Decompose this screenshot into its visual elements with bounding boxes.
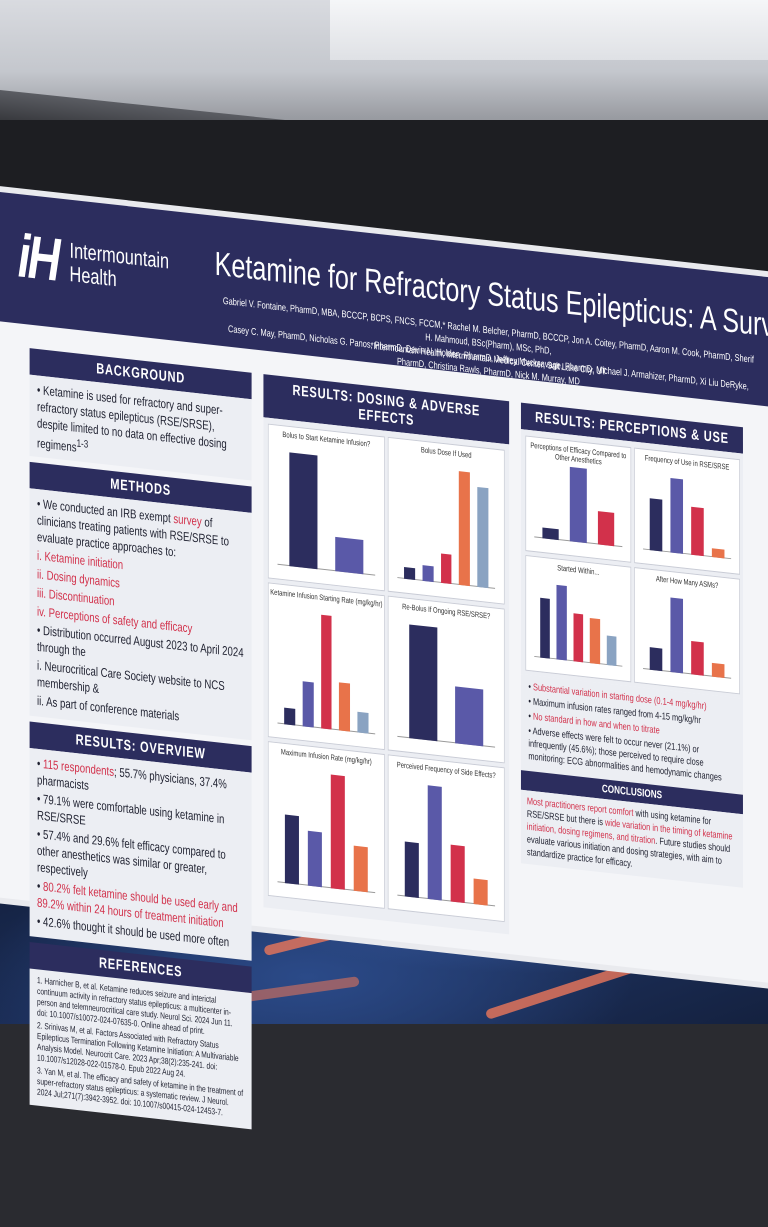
left-column: BACKGROUND • Ketamine is used for refrac… — [29, 342, 252, 1130]
chart-bar — [459, 471, 471, 587]
methods-item-number: iii. — [37, 585, 49, 602]
chart-bar — [670, 477, 683, 554]
chart-bar — [307, 831, 322, 888]
bar-chart-panel: Bolus Dose If Used — [387, 436, 505, 605]
chart-bar — [330, 774, 345, 890]
chart-title: Re-Bolus If Ongoing RSE/SRSE? — [402, 602, 491, 621]
bar-chart-panel: Perceptions of Efficacy Compared to Othe… — [525, 435, 632, 563]
ceiling-light-panel — [330, 0, 768, 60]
chart-bar — [649, 498, 663, 552]
chart-bar — [354, 845, 368, 893]
chart-title: After How Many ASMs? — [655, 574, 719, 591]
bar-chart-panel: Perceived Frequency of Side Effects? — [387, 754, 505, 923]
chart-bar — [539, 597, 550, 659]
bar-chart-panel: Ketamine Infusion Starting Rate (mg/kg/h… — [267, 582, 385, 751]
chart-bar — [649, 647, 663, 672]
reference-number: 1. — [37, 975, 45, 987]
institution-name: Intermountain Health — [70, 238, 170, 297]
chart-title: Perceived Frequency of Side Effects? — [396, 760, 496, 781]
bar-chart-panel: Re-Bolus If Ongoing RSE/SRSE? — [387, 595, 505, 764]
chart-bar — [542, 527, 559, 541]
middle-column: RESULTS: DOSING & ADVERSE EFFECTS Bolus … — [263, 368, 510, 935]
chart-title: Bolus Dose If Used — [420, 445, 472, 460]
chart-bar — [573, 612, 584, 663]
chart-bar — [283, 707, 295, 726]
reference-number: 2. — [37, 1020, 45, 1032]
chart-bar — [670, 597, 683, 674]
reference-number: 3. — [37, 1065, 45, 1077]
bar-chart-panel: Frequency of Use in RSE/SRSE — [634, 447, 740, 575]
chart-bar — [403, 567, 415, 580]
chart-bar — [289, 452, 318, 570]
chart-bar — [302, 680, 314, 728]
background-text: Ketamine is used for refractory and supe… — [37, 382, 227, 455]
chart-bar — [357, 711, 369, 734]
methods-item-number: i. — [37, 548, 45, 564]
distribution-item-number: ii. — [37, 693, 47, 709]
chart-bar — [339, 682, 351, 732]
chart-bar — [691, 640, 704, 676]
methods-item-number: iv. — [37, 604, 49, 621]
chart-title: Ketamine Infusion Starting Rate (mg/kg/h… — [270, 587, 383, 609]
perceptions-chart-grid: Perceptions of Efficacy Compared to Othe… — [520, 429, 743, 699]
chart-bar — [455, 686, 484, 747]
chart-bar — [335, 537, 364, 575]
chart-bar — [597, 510, 615, 547]
chart-bar — [606, 635, 617, 667]
methods-body: • We conducted an IRB exempt survey of c… — [29, 488, 252, 741]
chart-bar — [427, 785, 442, 901]
chart-title: Bolus to Start Ketamine Infusion? — [282, 430, 371, 449]
chart-title: Frequency of Use in RSE/SRSE — [644, 453, 730, 472]
chart-bar — [691, 506, 704, 557]
chart-title: Perceptions of Efficacy Compared to Othe… — [530, 440, 627, 467]
bar-chart-panel: After How Many ASMs? — [634, 567, 740, 695]
chart-bar — [712, 548, 725, 559]
references-body: 1. Harnicher B, et al. Ketamine reduces … — [29, 968, 252, 1130]
survey-highlight: survey — [173, 511, 202, 530]
chart-bar — [473, 879, 488, 906]
background-citation: 1-3 — [76, 437, 89, 451]
chart-bar — [589, 618, 601, 665]
overview-body: • 115 respondents; 55.7% physicians, 37.… — [29, 748, 252, 962]
methods-item-number: ii. — [37, 566, 47, 583]
chart-title: Started Within... — [557, 563, 600, 577]
ih-logo-icon: iH — [17, 222, 58, 295]
chart-bar — [450, 844, 465, 904]
poster-wrapper: iH Intermountain Health Ketamine for Ref… — [0, 192, 768, 1130]
chart-bar — [320, 614, 332, 730]
research-poster: iH Intermountain Health Ketamine for Ref… — [0, 192, 768, 1130]
chart-bar — [712, 663, 725, 679]
chart-bar — [569, 466, 587, 544]
distribution-item-number: i. — [37, 658, 45, 674]
chart-title: Maximum Infusion Rate (mg/kg/hr) — [280, 747, 372, 767]
dosing-chart-grid: Bolus to Start Ketamine Infusion? Bolus D… — [263, 417, 510, 935]
chart-bar — [422, 564, 434, 583]
bar-chart-panel: Maximum Infusion Rate (mg/kg/hr) — [267, 741, 385, 909]
chart-bar — [404, 841, 419, 898]
chart-bar — [440, 553, 452, 585]
chart-bar — [477, 486, 489, 589]
bar-chart-panel: Started Within... — [525, 555, 632, 683]
right-column: RESULTS: PERCEPTIONS & USE Perceptions o… — [520, 397, 743, 888]
chart-bar — [284, 814, 299, 885]
chart-bar — [409, 624, 437, 742]
bar-chart-panel: Bolus to Start Ketamine Infusion? — [267, 423, 385, 592]
chart-bar — [556, 584, 567, 661]
